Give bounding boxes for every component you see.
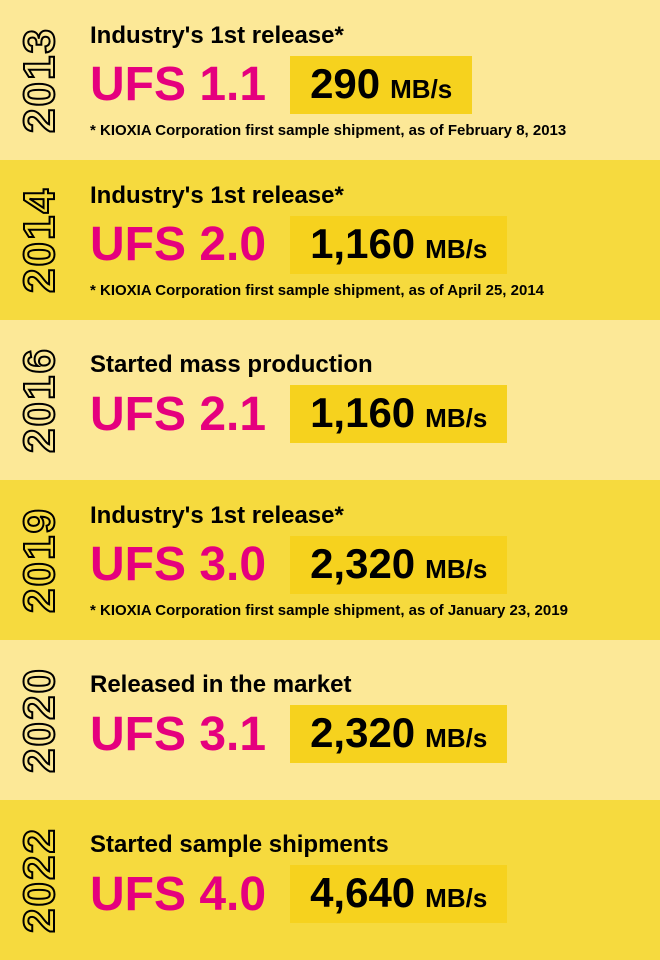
speed-box: 1,160 MB/s bbox=[290, 216, 507, 274]
ufs-version: UFS 3.0 bbox=[90, 537, 266, 592]
speed-value: 2,320 bbox=[310, 709, 415, 757]
timeline-row: 2014 Industry's 1st release* UFS 2.0 1,160 M… bbox=[0, 160, 660, 320]
timeline-row: 2016 Started mass production UFS 2.1 1,160 M… bbox=[0, 320, 660, 480]
speed-box: 4,640 MB/s bbox=[290, 865, 507, 923]
timeline-row: 2019 Industry's 1st release* UFS 3.0 2,320 M… bbox=[0, 480, 660, 640]
speed-unit: MB/s bbox=[425, 723, 487, 754]
content-column: Started sample shipments UFS 4.0 4,640 MB/s bbox=[80, 800, 660, 960]
speed-value: 290 bbox=[310, 60, 380, 108]
speed-box: 2,320 MB/s bbox=[290, 705, 507, 763]
headline: Released in the market bbox=[90, 671, 640, 699]
metrics: UFS 1.1 290 MB/s bbox=[90, 56, 640, 114]
timeline-row: 2022 Started sample shipments UFS 4.0 4,640… bbox=[0, 800, 660, 960]
year-label: 2020 bbox=[15, 667, 65, 773]
ufs-version: UFS 3.1 bbox=[90, 707, 266, 762]
ufs-version: UFS 1.1 bbox=[90, 57, 266, 112]
content-column: Industry's 1st release* UFS 2.0 1,160 MB/s *… bbox=[80, 160, 660, 320]
speed-unit: MB/s bbox=[425, 403, 487, 434]
headline: Industry's 1st release* bbox=[90, 502, 640, 530]
footnote: * KIOXIA Corporation first sample shipme… bbox=[90, 602, 640, 619]
speed-value: 4,640 bbox=[310, 869, 415, 917]
speed-value: 2,320 bbox=[310, 540, 415, 588]
speed-box: 290 MB/s bbox=[290, 56, 472, 114]
ufs-version: UFS 2.0 bbox=[90, 217, 266, 272]
year-label: 2013 bbox=[15, 27, 65, 133]
ufs-version: UFS 4.0 bbox=[90, 867, 266, 922]
metrics: UFS 2.1 1,160 MB/s bbox=[90, 385, 640, 443]
speed-box: 1,160 MB/s bbox=[290, 385, 507, 443]
headline: Started sample shipments bbox=[90, 831, 640, 859]
headline: Started mass production bbox=[90, 351, 640, 379]
speed-value: 1,160 bbox=[310, 220, 415, 268]
speed-value: 1,160 bbox=[310, 389, 415, 437]
timeline-row: 2020 Released in the market UFS 3.1 2,320 MB… bbox=[0, 640, 660, 800]
year-column: 2020 bbox=[0, 640, 80, 800]
content-column: Industry's 1st release* UFS 3.0 2,320 MB/s *… bbox=[80, 480, 660, 640]
content-column: Released in the market UFS 3.1 2,320 MB/s bbox=[80, 640, 660, 800]
year-column: 2014 bbox=[0, 160, 80, 320]
year-label: 2016 bbox=[15, 347, 65, 453]
speed-unit: MB/s bbox=[425, 554, 487, 585]
content-column: Started mass production UFS 2.1 1,160 MB/s bbox=[80, 320, 660, 480]
year-label: 2019 bbox=[15, 507, 65, 613]
year-column: 2013 bbox=[0, 0, 80, 160]
metrics: UFS 4.0 4,640 MB/s bbox=[90, 865, 640, 923]
footnote: * KIOXIA Corporation first sample shipme… bbox=[90, 122, 640, 139]
year-column: 2019 bbox=[0, 480, 80, 640]
metrics: UFS 2.0 1,160 MB/s bbox=[90, 216, 640, 274]
speed-unit: MB/s bbox=[425, 883, 487, 914]
metrics: UFS 3.0 2,320 MB/s bbox=[90, 536, 640, 594]
speed-box: 2,320 MB/s bbox=[290, 536, 507, 594]
speed-unit: MB/s bbox=[425, 234, 487, 265]
metrics: UFS 3.1 2,320 MB/s bbox=[90, 705, 640, 763]
headline: Industry's 1st release* bbox=[90, 182, 640, 210]
timeline: 2013 Industry's 1st release* UFS 1.1 290 MB/… bbox=[0, 0, 660, 960]
year-column: 2016 bbox=[0, 320, 80, 480]
timeline-row: 2013 Industry's 1st release* UFS 1.1 290 MB/… bbox=[0, 0, 660, 160]
year-label: 2022 bbox=[15, 827, 65, 933]
headline: Industry's 1st release* bbox=[90, 22, 640, 50]
footnote: * KIOXIA Corporation first sample shipme… bbox=[90, 282, 640, 299]
content-column: Industry's 1st release* UFS 1.1 290 MB/s * K… bbox=[80, 0, 660, 160]
year-column: 2022 bbox=[0, 800, 80, 960]
ufs-version: UFS 2.1 bbox=[90, 387, 266, 442]
year-label: 2014 bbox=[15, 187, 65, 293]
speed-unit: MB/s bbox=[390, 74, 452, 105]
